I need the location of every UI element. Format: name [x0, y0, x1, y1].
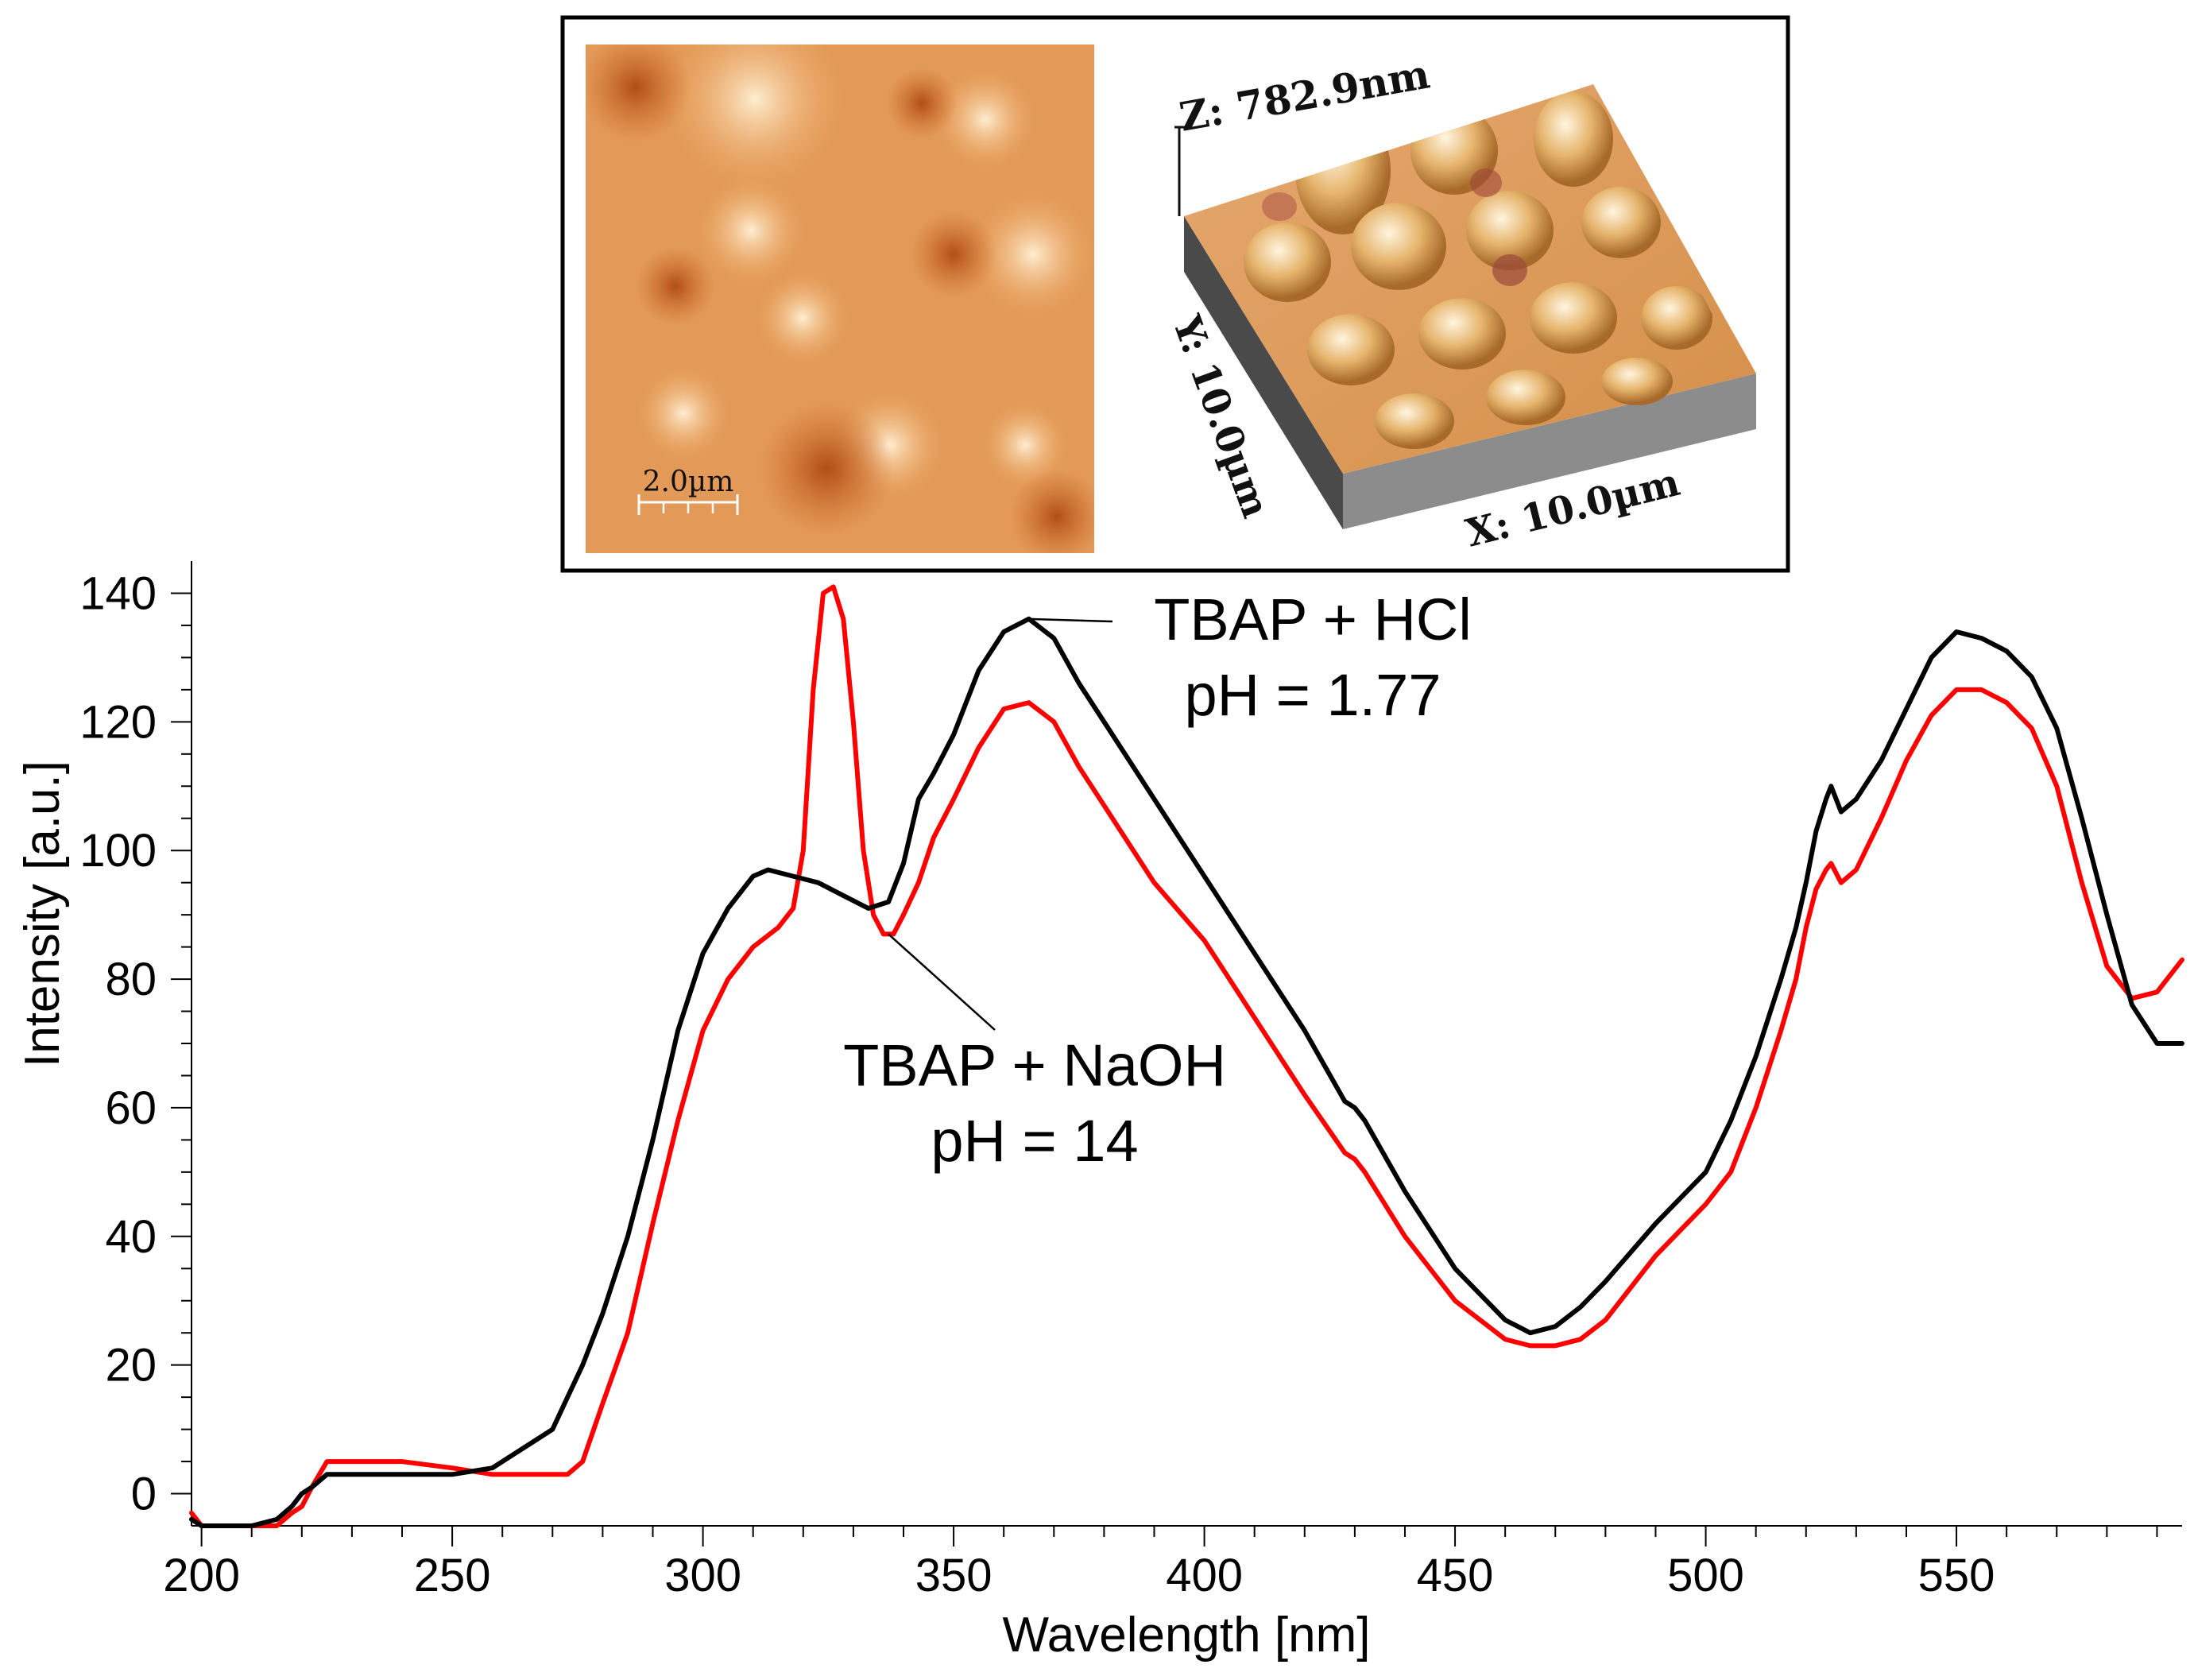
- x-tick-label: 400: [1166, 1550, 1243, 1601]
- y-tick-label: 20: [105, 1340, 157, 1392]
- y-tick-label: 140: [79, 567, 157, 619]
- y-tick-label: 120: [79, 696, 157, 748]
- x-tick-label: 300: [664, 1550, 741, 1601]
- x-tick-label: 200: [163, 1550, 240, 1601]
- afm-inset: 2.0µm: [560, 15, 1790, 573]
- annotation-naoh-line1: TBAP + NaOH: [843, 1032, 1226, 1098]
- afm-2d-image: 2.0µm: [586, 45, 1094, 553]
- annotation-hcl-line1: TBAP + HCl: [1154, 586, 1472, 652]
- surface-left-wall: [1184, 216, 1343, 529]
- x-tick-label: 500: [1667, 1550, 1744, 1601]
- x-tick-label: 350: [915, 1550, 993, 1601]
- x-axis-title: Wavelength [nm]: [1003, 1608, 1371, 1663]
- scale-bar-label: 2.0µm: [643, 466, 734, 498]
- series-line-tbap-naoh: [189, 584, 2184, 1528]
- surface-front-wall: [1343, 374, 1756, 529]
- y-axis-title: Intensity [a.u.]: [15, 761, 70, 1067]
- y-tick-label: 100: [79, 825, 157, 877]
- annotation-leader-hcl: [1028, 617, 1113, 623]
- x-tick-label: 550: [1918, 1550, 1995, 1601]
- y-tick-label: 0: [131, 1469, 157, 1520]
- annotation-hcl-line2: pH = 1.77: [1185, 662, 1441, 728]
- series-layer: [189, 584, 2184, 1528]
- y-tick-label: 60: [105, 1082, 157, 1134]
- x-tick-label: 250: [414, 1550, 491, 1601]
- axes: [171, 561, 2182, 1546]
- y-tick-label: 40: [105, 1211, 157, 1263]
- y-tick-label: 80: [105, 954, 157, 1005]
- annotation-leader-naoh: [888, 933, 996, 1031]
- x-tick-label: 450: [1417, 1550, 1494, 1601]
- annotation-naoh-line2: pH = 14: [931, 1108, 1138, 1174]
- tick-labels: 200 250 300 350 400 450 500 550 0 20 40 60 80 100 120 1…: [79, 567, 1995, 1601]
- series-line-tbap-hcl: [189, 616, 2184, 1528]
- annotations: TBAP + HCl pH = 1.77 TBAP + NaOH pH = 14: [843, 586, 1472, 1174]
